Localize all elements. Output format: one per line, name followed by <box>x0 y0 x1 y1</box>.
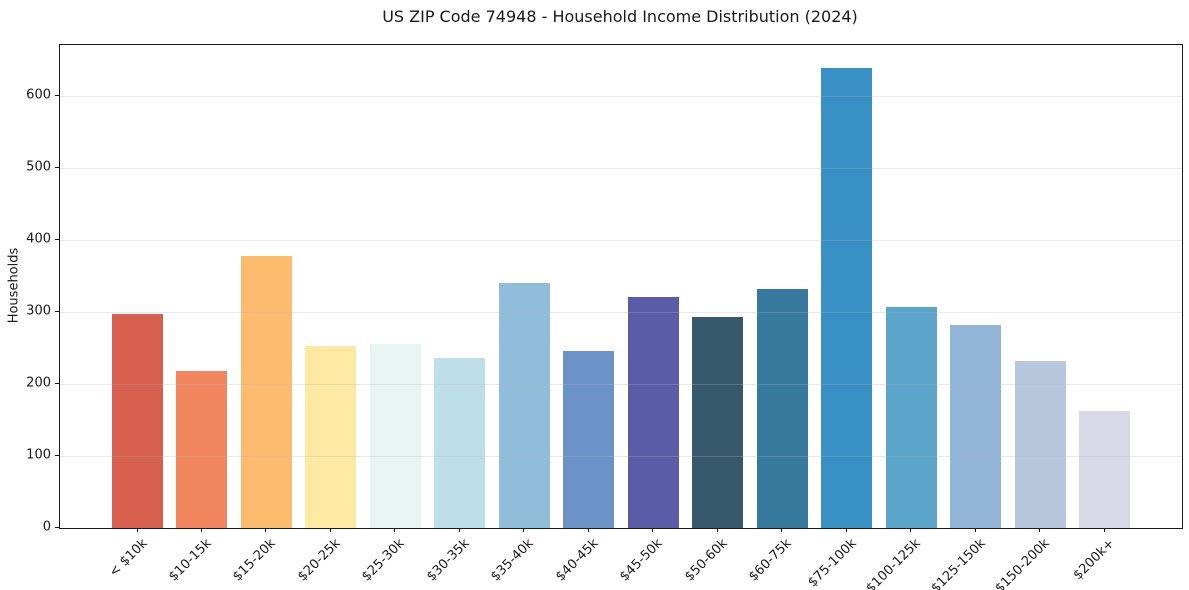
gridline <box>60 384 1182 386</box>
bar-$125-150k <box>950 325 1002 528</box>
y-tick-label: 500 <box>26 159 51 175</box>
y-tick-mark <box>55 311 59 313</box>
y-tick-mark <box>55 167 59 169</box>
x-tick-mark <box>974 528 976 532</box>
x-tick-label: $50-60k <box>681 536 731 585</box>
x-tick-label: $60-75k <box>746 536 795 585</box>
bar-$50-60k <box>692 317 744 528</box>
bar-$75-100k <box>821 68 873 528</box>
bar-$15-20k <box>240 255 292 528</box>
bar-$25-30k <box>369 343 421 528</box>
x-tick-label: $150-200k <box>992 536 1053 590</box>
x-tick-mark <box>1039 528 1041 532</box>
x-tick-mark <box>329 528 331 532</box>
x-tick-mark <box>781 528 783 532</box>
y-tick-mark <box>55 383 59 385</box>
bar-$60-75k <box>756 289 808 528</box>
gridline <box>60 240 1182 242</box>
y-axis-label: Households <box>6 247 22 324</box>
x-tick-label: $15-20k <box>230 536 280 585</box>
bar-$30-35k <box>434 358 486 528</box>
y-tick-label: 600 <box>26 87 51 103</box>
y-tick-mark <box>55 527 59 528</box>
y-tick-label: 300 <box>26 303 51 319</box>
bar-$10-15k <box>176 371 228 528</box>
x-tick-mark <box>587 528 589 532</box>
y-tick-label: 0 <box>42 519 51 535</box>
x-tick-label: < $10k <box>106 536 151 581</box>
x-tick-label: $75-100k <box>804 536 860 590</box>
x-tick-mark <box>394 528 396 532</box>
y-tick-mark <box>55 455 59 457</box>
x-tick-mark <box>1103 528 1105 532</box>
y-tick-label: 100 <box>26 447 51 463</box>
x-tick-label: $30-35k <box>423 536 473 585</box>
x-tick-mark <box>458 528 460 532</box>
x-tick-mark <box>136 528 138 532</box>
y-tick-label: 400 <box>26 231 51 247</box>
x-tick-label: $200k+ <box>1070 536 1118 584</box>
x-tick-mark <box>845 528 847 532</box>
bar-$40-45k <box>563 350 615 528</box>
plot-area <box>59 44 1183 529</box>
bar-$100-125k <box>885 307 937 528</box>
gridline <box>60 168 1182 170</box>
x-tick-label: $40-45k <box>552 536 602 585</box>
bar-$35-40k <box>498 283 550 528</box>
x-tick-label: $20-25k <box>295 536 344 585</box>
y-tick-mark <box>55 95 59 97</box>
x-tick-label: $45-50k <box>617 536 666 585</box>
gridline <box>60 456 1182 458</box>
x-tick-label: $125-150k <box>927 536 989 590</box>
x-tick-mark <box>652 528 654 532</box>
bar-$20-25k <box>305 345 357 528</box>
y-tick-label: 200 <box>26 375 51 391</box>
bar-$150-200k <box>1014 361 1066 528</box>
x-tick-label: $100-125k <box>863 536 924 590</box>
x-tick-mark <box>910 528 912 532</box>
x-tick-mark <box>523 528 525 532</box>
gridline <box>60 96 1182 98</box>
y-tick-mark <box>55 239 59 241</box>
chart-title: US ZIP Code 74948 - Household Income Dis… <box>382 7 858 26</box>
bar-$200k+ <box>1079 411 1130 528</box>
x-tick-mark <box>200 528 202 532</box>
x-tick-label: $25-30k <box>359 536 408 585</box>
bar-$45-50k <box>627 296 679 528</box>
x-tick-label: $35-40k <box>488 536 537 585</box>
x-tick-mark <box>716 528 718 532</box>
x-tick-mark <box>265 528 267 532</box>
gridline <box>60 312 1182 314</box>
bar-< $10k <box>112 314 163 528</box>
x-tick-label: $10-15k <box>166 536 215 585</box>
